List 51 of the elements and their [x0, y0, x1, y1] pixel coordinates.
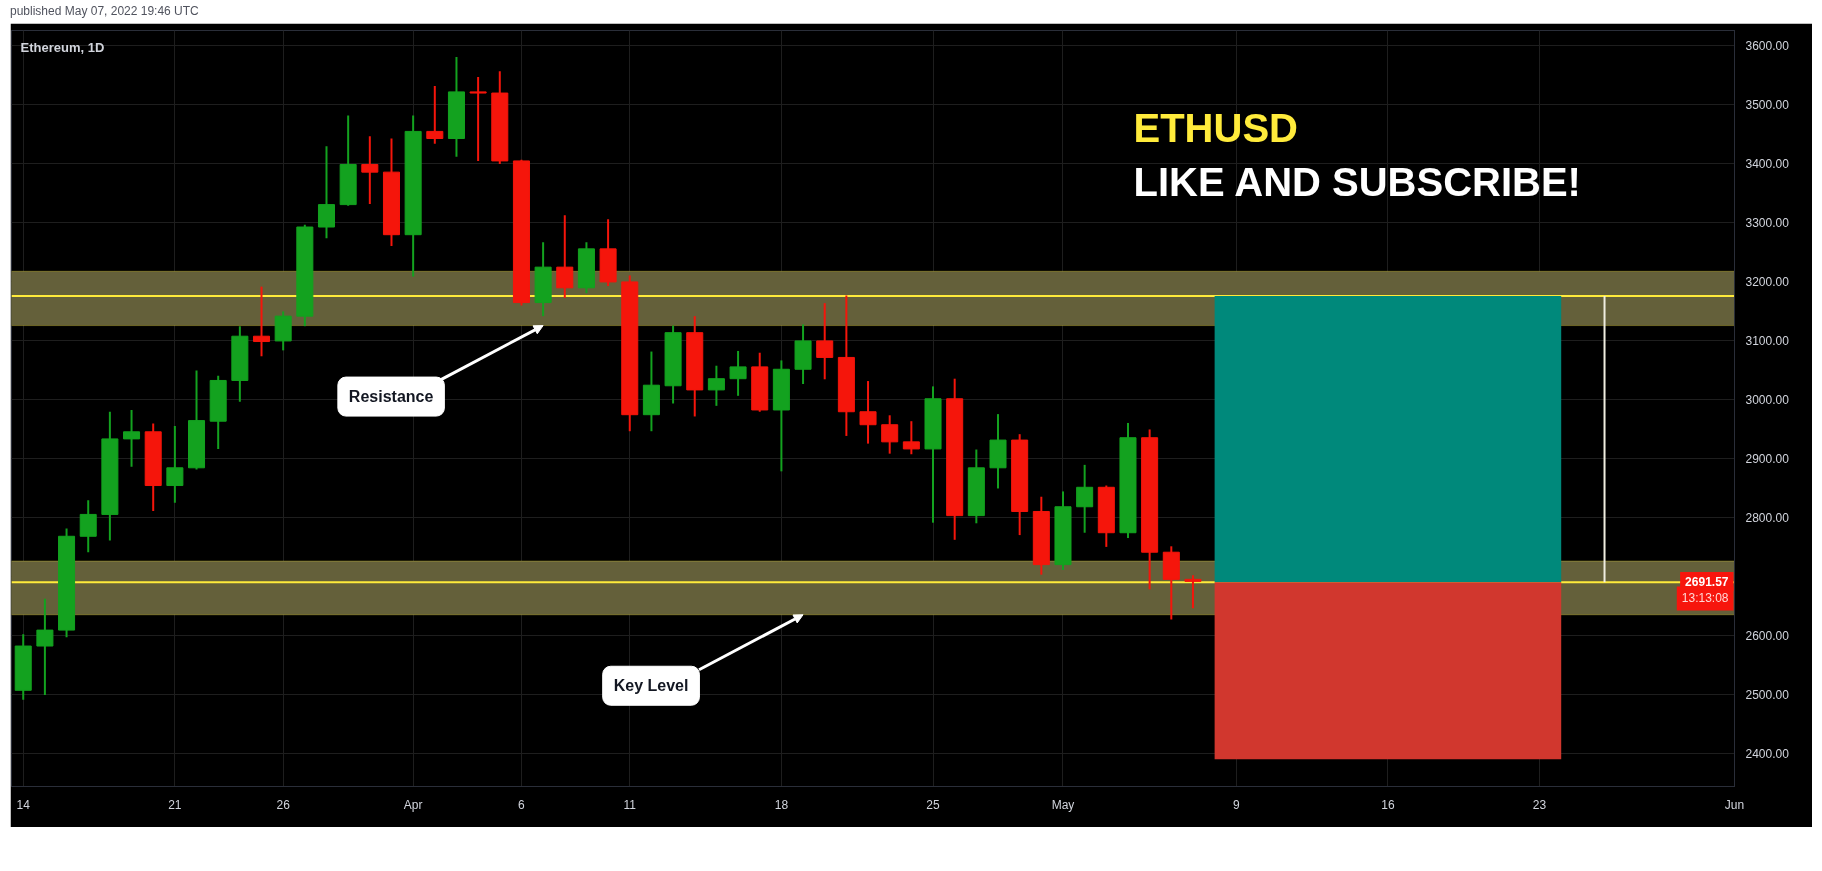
- y-tick-label: 3400.00: [1745, 156, 1790, 171]
- y-tick-label: 2500.00: [1745, 687, 1790, 702]
- text: published May 07, 2022 19:46 UTC: [10, 3, 199, 20]
- x-tick-label: 16: [1381, 797, 1395, 812]
- x-tick-label: Jun: [1724, 797, 1745, 812]
- candlestick: [469, 76, 487, 162]
- annotation: Key Level: [613, 677, 689, 695]
- candlestick: [79, 499, 97, 554]
- annotation: Resistance: [348, 388, 434, 406]
- candlestick: [317, 145, 336, 240]
- candlestick: [253, 285, 271, 358]
- candlestick: [36, 597, 54, 697]
- x-tick-label: May: [1051, 797, 1075, 812]
- y-tick-label: 3000.00: [1745, 392, 1790, 407]
- x-tick-label: 6: [518, 797, 526, 812]
- y-tick-label: 3500.00: [1745, 97, 1790, 112]
- candlestick: [729, 349, 747, 397]
- x-tick-label: Apr: [403, 797, 423, 812]
- y-tick-label: 2400.00: [1745, 746, 1790, 761]
- candlestick: [123, 408, 141, 468]
- y-tick-label: 2800.00: [1745, 510, 1790, 525]
- x-tick-label: 11: [623, 797, 637, 812]
- annotation: LIKE AND SUBSCRIBE!: [1133, 159, 1581, 204]
- candlestick: [166, 424, 184, 504]
- y-tick-label: 2600.00: [1745, 628, 1790, 643]
- y-tick-label: 3100.00: [1745, 333, 1790, 348]
- candlestick: [902, 420, 920, 456]
- candlestick: [556, 214, 574, 299]
- candlestick: [1076, 463, 1094, 534]
- x-tick-label: 9: [1232, 797, 1240, 812]
- x-tick-label: 18: [774, 797, 789, 812]
- annotation: 13:13:08: [1681, 591, 1729, 606]
- x-tick-label: 14: [16, 797, 31, 812]
- candlestick: [426, 84, 444, 145]
- candlestick: [1184, 574, 1202, 610]
- x-tick-label: 23: [1532, 797, 1547, 812]
- y-tick-label: 3300.00: [1745, 215, 1790, 230]
- annotation: ETHUSD: [1133, 105, 1298, 150]
- candlestick: [707, 364, 725, 407]
- text: Ethereum, 1D: [20, 40, 105, 55]
- x-tick-label: 21: [168, 797, 182, 812]
- candlestick: [816, 302, 834, 381]
- candlestick: [881, 414, 899, 455]
- x-tick-label: 25: [926, 797, 941, 812]
- x-tick-label: 26: [276, 797, 291, 812]
- y-tick-label: 2900.00: [1745, 451, 1790, 466]
- candlestick: [859, 380, 877, 445]
- y-tick-label: 3600.00: [1745, 38, 1790, 53]
- candlestick: [361, 135, 379, 206]
- y-tick-label: 3200.00: [1745, 274, 1790, 289]
- annotation: 2691.57: [1685, 574, 1729, 589]
